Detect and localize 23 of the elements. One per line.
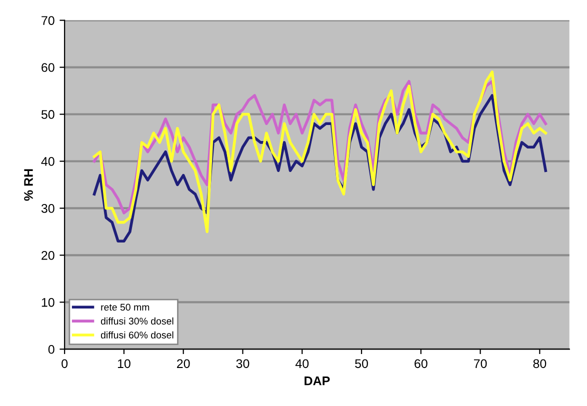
y-axis-title: % RH	[24, 169, 33, 201]
y-tick-label: 30	[41, 204, 54, 213]
y-tick-label: 10	[42, 298, 54, 307]
x-tick-label: 80	[533, 359, 546, 368]
y-tick-label: 60	[42, 63, 54, 72]
x-tick-label: 10	[118, 359, 130, 368]
y-tick-label: 40	[41, 157, 54, 166]
y-tick-label: 0	[48, 344, 54, 354]
x-tick-label: 50	[355, 359, 368, 368]
line-series	[92, 70, 548, 234]
x-tick-label: 60	[414, 359, 428, 368]
y-tick-label: 70	[42, 16, 54, 25]
legend-label: rete 50 mm	[101, 304, 150, 311]
y-tick-label: 20	[42, 251, 54, 260]
x-axis-title: DAP	[304, 376, 330, 386]
legend-label: diffusi 30% dosel	[100, 317, 174, 325]
x-tick-label: 30	[236, 359, 250, 368]
x-tick-label: 20	[177, 359, 190, 368]
x-tick-label: 70	[474, 359, 487, 368]
y-tick-label: 50	[41, 110, 54, 119]
legend-label: diffusi 60% dosel	[100, 331, 174, 338]
x-tick-label: 40	[295, 359, 309, 368]
x-tick-label: 0	[62, 359, 68, 368]
